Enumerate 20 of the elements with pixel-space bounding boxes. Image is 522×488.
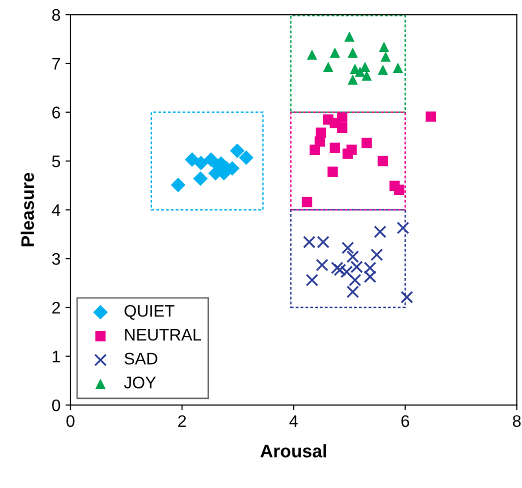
x-tick-label: 6 xyxy=(401,415,410,428)
y-tick-label: 8 xyxy=(52,9,60,21)
x-axis-title: Arousal xyxy=(260,444,326,458)
y-tick-label: 1 xyxy=(52,350,60,362)
y-tick-label: 5 xyxy=(52,156,60,168)
y-tick-label: 4 xyxy=(52,204,60,216)
y-tick-label: 7 xyxy=(52,58,60,70)
legend-label: NEUTRAL xyxy=(125,329,202,341)
y-tick-label: 2 xyxy=(52,302,60,314)
x-tick-label: 8 xyxy=(512,415,521,428)
x-tick-label: 4 xyxy=(289,415,298,427)
x-tick-label: 2 xyxy=(178,415,186,427)
legend-label: JOY xyxy=(124,376,156,388)
legend-label: QUIET xyxy=(124,305,174,320)
y-axis-title: Pleasure xyxy=(20,172,34,246)
legend-label: SAD xyxy=(124,352,158,365)
x-tick-label: 0 xyxy=(66,415,74,428)
y-tick-label: 6 xyxy=(52,106,60,118)
y-tick-label: 0 xyxy=(52,399,60,412)
y-tick-label: 3 xyxy=(52,253,60,265)
